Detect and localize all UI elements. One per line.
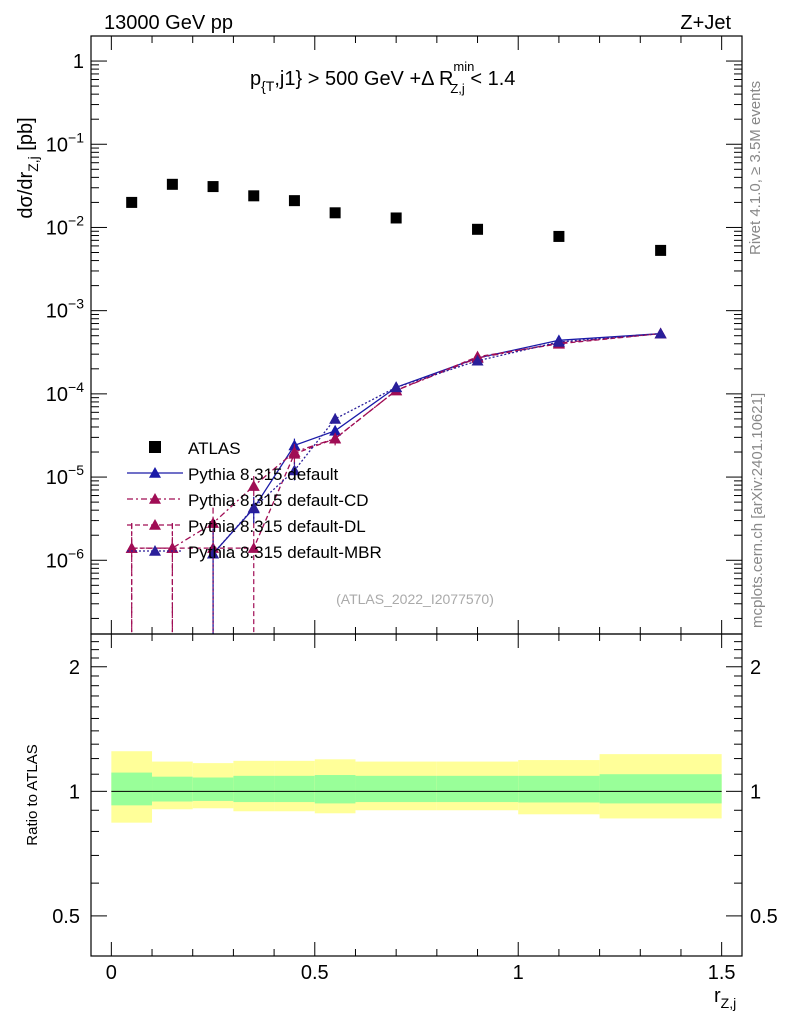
series-marker-default [329,424,342,436]
x-tick-label: 1.5 [708,962,736,984]
ratio-y-tick-label-right: 1 [750,781,761,803]
ratio-y-tick-label-right: 0.5 [750,906,778,928]
cut-label-tail: < 1.4 [465,68,516,90]
series-marker-dl [166,542,179,553]
main-y-label-main: dσ/dr [15,172,37,219]
mc-series [125,327,667,634]
x-label-sub: Z,j [721,995,737,1011]
series-marker-mbr [329,412,342,424]
cut-label-p-rest: ,j1} > 500 GeV +Δ R [274,68,453,90]
series-marker-mbr [390,381,403,393]
ratio-axis-ticks: 0.5 0.5 1 1 2 2 0 0.5 1 1.5 [52,634,778,984]
ratio-band-inner [436,775,519,803]
atlas-data-points [126,178,667,256]
x-axis-label: rZ,j [714,985,736,1011]
ratio-frame [90,633,743,957]
ratio-band-inner [274,775,315,803]
ratio-band-inner [111,772,153,806]
atlas-data-point [390,212,402,224]
atlas-data-point [207,181,219,193]
ratio-band-inner [152,776,193,802]
ratio-y-tick-label-left: 0.5 [52,906,80,928]
ratio-band-inner [599,774,722,804]
legend-label: Pythia 8.315 default-DL [188,517,366,536]
atlas-data-point [248,190,260,202]
ratio-uncertainty-bands [111,751,722,823]
main-y-tick-label: 10−3 [46,296,84,323]
ratio-y-tick-label-right: 2 [750,657,761,679]
x-tick-label: 1 [513,962,524,984]
energy-label: 13000 GeV pp [104,12,233,34]
series-marker-mbr [288,464,301,476]
legend-marker-default [149,467,161,478]
ratio-band-inner [233,775,275,803]
main-y-axis-label: dσ/drZ,j [pb] [15,117,41,218]
series-marker-mbr [471,354,484,366]
x-tick-label: 0 [106,962,117,984]
series-marker-mbr [247,501,260,513]
ratio-band-inner [355,775,437,803]
series-line-default [212,332,661,555]
mcplots-label: mcplots.cern.ch [arXiv:2401.10621] [749,393,766,628]
atlas-data-point [655,244,667,256]
legend-marker-dl [149,519,161,530]
series-marker-dl [288,447,301,459]
main-y-tick-label: 10−2 [46,212,84,239]
ratio-y-axis-label: Ratio to ATLAS [24,744,41,845]
series-marker-dl [329,432,342,444]
series-line-mbr [212,332,661,555]
main-y-tick-label: 10−1 [46,129,84,156]
atlas-data-point [126,196,138,208]
main-axis-ticks: 1 10−1 10−2 10−3 10−4 10−5 10−6 [46,35,742,634]
series-line-dl [131,332,661,549]
legend-label: ATLAS [188,439,241,458]
main-y-tick-label: 10−4 [46,379,84,406]
series-marker-dl [247,542,260,553]
atlas-data-point [553,230,565,242]
main-y-tick-label: 10−5 [46,462,84,489]
legend-marker-cd [149,493,161,504]
ratio-y-tick-label-left: 2 [69,657,80,679]
cut-label: p{T,j1} > 500 GeV +Δ Rmin Z,j < 1.4 [250,59,515,96]
series-marker-cd [247,480,260,491]
ratio-band-inner [314,775,356,804]
legend-label: Pythia 8.315 default-MBR [188,543,382,562]
series-marker-mbr [654,327,667,339]
legend: ATLAS Pythia 8.315 default Pythia 8.315 de… [127,439,382,562]
main-y-label-sub: Z,j [25,156,41,172]
cut-label-r-sub: Z,j [450,81,465,96]
atlas-data-point [288,195,300,207]
atlas-data-point [472,223,484,235]
legend-label: Pythia 8.315 default [188,465,339,484]
atlas-data-point [166,178,178,190]
series-marker-mbr [207,547,220,559]
series-marker-mbr [552,336,565,347]
analysis-watermark: (ATLAS_2022_I2077570) [336,591,494,607]
x-tick-label: 0.5 [301,962,329,984]
series-marker-cd [207,517,220,528]
main-y-tick-label: 10−6 [46,545,84,572]
atlas-data-point [329,207,341,219]
series-marker-dl [125,542,138,553]
ratio-y-tick-label-left: 1 [69,781,80,803]
main-y-tick-label: 1 [73,51,84,73]
legend-marker-atlas [149,441,161,453]
cut-label-p: p [250,68,261,90]
ratio-band-inner [192,777,234,801]
process-label: Z+Jet [680,12,731,34]
rivet-label: Rivet 4.1.0, ≥ 3.5M events [747,81,764,255]
cut-label-r-sup: min [453,59,474,74]
cut-label-p-sub: {T [261,78,275,94]
legend-marker-mbr [149,545,161,556]
main-y-label-unit: [pb] [15,117,37,156]
x-label-main: r [714,985,721,1007]
legend-label: Pythia 8.315 default-CD [188,491,369,510]
ratio-band-inner [518,775,600,803]
